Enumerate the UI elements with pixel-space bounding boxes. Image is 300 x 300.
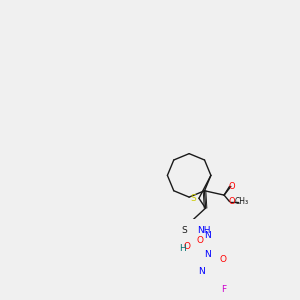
- Text: N: N: [198, 267, 205, 276]
- Text: O: O: [196, 236, 203, 245]
- Text: H: H: [179, 244, 186, 253]
- Text: O: O: [184, 242, 190, 251]
- Text: S: S: [190, 194, 196, 203]
- Text: O: O: [229, 197, 236, 206]
- Text: F: F: [221, 285, 226, 294]
- Text: O: O: [229, 182, 236, 191]
- Text: NH: NH: [197, 226, 211, 236]
- Text: O: O: [220, 255, 227, 264]
- Text: S: S: [182, 226, 187, 236]
- Text: N: N: [204, 231, 211, 240]
- Text: CH₃: CH₃: [235, 197, 249, 206]
- Text: N: N: [204, 250, 211, 260]
